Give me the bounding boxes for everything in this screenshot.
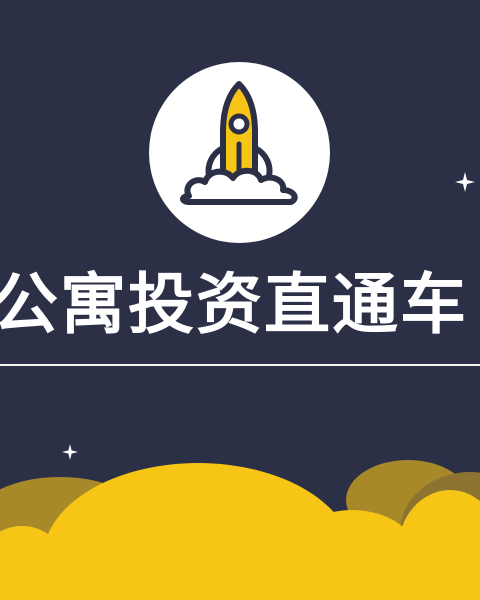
front-cloud-right bbox=[398, 490, 480, 600]
front-cloud-mid bbox=[284, 510, 420, 600]
title-divider bbox=[0, 364, 480, 366]
logo-badge bbox=[149, 62, 330, 243]
sparkle-icon bbox=[62, 444, 78, 460]
rocket-launch-icon bbox=[180, 81, 298, 205]
front-cloud-main bbox=[43, 463, 353, 600]
sparkle-icon bbox=[455, 172, 475, 192]
page-title: 公寓投资直通车 bbox=[0, 266, 468, 343]
cloud-layer bbox=[0, 460, 480, 600]
